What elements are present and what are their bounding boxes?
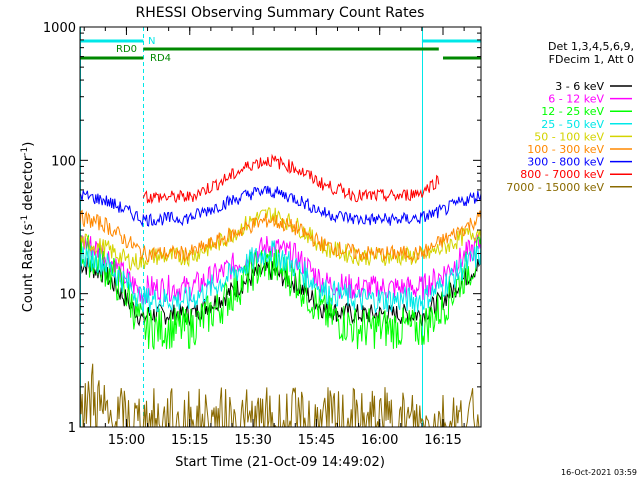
legend-label-3: 25 - 50 keV xyxy=(541,118,604,131)
flag-label-n: N xyxy=(148,36,155,47)
flag-label-rd4: RD4 xyxy=(150,53,171,64)
legend-label-1: 6 - 12 keV xyxy=(548,93,604,106)
series-line-7 xyxy=(142,153,440,205)
legend-label-8: 7000 - 15000 keV xyxy=(506,181,604,194)
legend-label-7: 800 - 7000 keV xyxy=(520,168,604,181)
y-axis-label-mid: detector xyxy=(21,155,36,215)
legend-label-4: 50 - 100 keV xyxy=(534,130,604,143)
plot-frame xyxy=(79,26,482,428)
series-line-3 xyxy=(80,240,481,314)
y-axis-label-sup2: -1 xyxy=(20,147,30,156)
flag-label-rd0: RD0 xyxy=(116,44,137,55)
series-line-8 xyxy=(80,363,481,427)
x-tick-label-3: 15:45 xyxy=(298,433,335,448)
x-tick-label-4: 16:00 xyxy=(361,433,398,448)
y-axis-label-sup1: -1 xyxy=(20,215,30,224)
y-axis-label-main: Count Rate (s xyxy=(21,224,36,313)
legend-label-6: 300 - 800 keV xyxy=(527,156,604,169)
legend-header-1: Det 1,3,4,5,6,9, xyxy=(548,40,634,53)
x-tick-label-1: 15:15 xyxy=(171,433,208,448)
x-axis-label: Start Time (21-Oct-09 14:49:02) xyxy=(175,455,385,470)
y-tick-label-0: 1 xyxy=(68,421,76,436)
legend-label-0: 3 - 6 keV xyxy=(555,80,604,93)
y-axis-label-end: ) xyxy=(21,142,36,147)
legend-label-2: 12 - 25 keV xyxy=(541,105,604,118)
chart-title: RHESSI Observing Summary Count Rates xyxy=(136,5,425,21)
y-tick-label-3: 1000 xyxy=(43,21,76,36)
series-line-5 xyxy=(80,209,481,263)
generation-timestamp: 16-Oct-2021 03:59 xyxy=(561,468,637,477)
legend-header-2: FDecim 1, Att 0 xyxy=(549,53,634,66)
legend-label-5: 100 - 300 keV xyxy=(527,143,604,156)
series-line-6 xyxy=(80,185,481,228)
axes: 15:00 15:15 15:30 15:45 16:00 16:15 1 10 100 1000 xyxy=(43,21,481,448)
y-tick-label-2: 100 xyxy=(51,154,76,169)
x-tick-label-5: 16:15 xyxy=(424,433,461,448)
y-tick-label-1: 10 xyxy=(59,288,76,303)
x-tick-label-2: 15:30 xyxy=(234,433,271,448)
x-tick-label-0: 15:00 xyxy=(108,433,145,448)
legend: Det 1,3,4,5,6,9, FDecim 1, Att 0 3 - 6 k… xyxy=(506,40,634,194)
y-axis-label: Count Rate (s-1 detector-1) xyxy=(20,142,36,313)
plot-area: N RD0 RD4 xyxy=(80,27,481,427)
